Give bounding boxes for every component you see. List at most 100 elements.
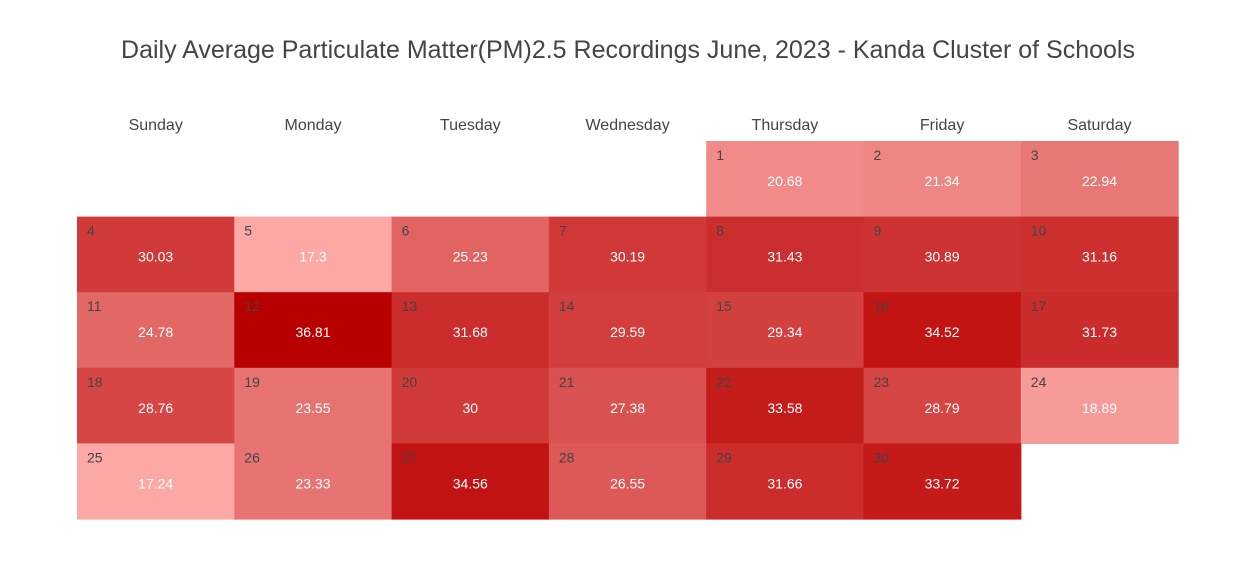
- cell-value-label: 23.33: [295, 475, 330, 491]
- day-number: 4: [87, 223, 95, 239]
- cell-value-label: 29.59: [610, 324, 645, 340]
- calendar-cell: 14 29.59: [548, 292, 707, 369]
- day-number: 22: [716, 374, 732, 390]
- day-number: 9: [874, 223, 882, 239]
- cell-rect: [863, 141, 1022, 218]
- cell-value-label: 22.94: [1082, 173, 1117, 189]
- cell-rect: [706, 292, 865, 369]
- day-number: 28: [559, 449, 575, 465]
- day-number: 24: [1031, 374, 1047, 390]
- cell-rect: [234, 443, 393, 520]
- cell-value-label: 33.72: [925, 475, 960, 491]
- cell-rect: [548, 367, 707, 444]
- cell-rect: [548, 292, 707, 369]
- cell-rect: [391, 367, 550, 444]
- day-number: 18: [87, 374, 103, 390]
- cell-value-label: 28.79: [925, 400, 960, 416]
- calendar-cell: 625.23: [391, 216, 550, 293]
- cell-value-label: 30.89: [925, 249, 960, 265]
- calendar-cells: 120.68221.34322.94430.03517.3625.23730.1…: [77, 141, 1179, 520]
- cell-rect: [863, 367, 1022, 444]
- calendar-cell: 19 23.55: [234, 367, 393, 444]
- day-number: 17: [1031, 298, 1047, 314]
- cell-rect: [77, 216, 235, 293]
- weekday-header-sunday: Sunday: [129, 117, 183, 134]
- calendar-cell: 730.19: [548, 216, 707, 293]
- cell-value-label: 20.68: [767, 173, 802, 189]
- cell-rect: [548, 443, 707, 520]
- weekday-headers: Sunday Monday Tuesday Wednesday Thursday Frid…: [129, 117, 1132, 134]
- cell-value-label: 30.19: [610, 249, 645, 265]
- cell-value-label: 34.52: [925, 324, 960, 340]
- calendar-cell: 120.68: [706, 141, 865, 218]
- cell-value-label: 31.68: [453, 324, 488, 340]
- cell-value-label: 24.78: [138, 324, 173, 340]
- calendar-cell: 28 26.55: [548, 443, 707, 520]
- calendar-cell: 10 31.16: [1020, 216, 1179, 293]
- cell-value-label: 29.34: [767, 324, 802, 340]
- day-number: 14: [559, 298, 575, 314]
- cell-value-label: 36.81: [295, 324, 330, 340]
- cell-value-label: 30.03: [138, 249, 173, 265]
- cell-value-label: 31.73: [1082, 324, 1117, 340]
- cell-rect: [391, 443, 550, 520]
- day-number: 6: [402, 223, 410, 239]
- chart-title: Daily Average Particulate Matter(PM)2.5 …: [121, 36, 1135, 64]
- cell-rect: [1020, 367, 1179, 444]
- cell-rect: [863, 443, 1022, 520]
- cell-value-label: 31.66: [767, 475, 802, 491]
- calendar-cell: 16 34.52: [863, 292, 1022, 369]
- cell-value-label: 33.58: [767, 400, 802, 416]
- day-number: 11: [87, 298, 102, 314]
- cell-value-label: 30: [463, 400, 479, 416]
- day-number: 2: [874, 147, 882, 163]
- cell-rect: [77, 443, 235, 520]
- cell-rect: [234, 292, 393, 369]
- cell-rect: [77, 367, 235, 444]
- weekday-header-thursday: Thursday: [752, 117, 819, 134]
- calendar-cell: 221.34: [863, 141, 1022, 218]
- cell-rect: [391, 292, 550, 369]
- cell-rect: [863, 216, 1022, 293]
- calendar-cell: 21 27.38: [548, 367, 707, 444]
- cell-rect: [863, 292, 1022, 369]
- cell-rect: [1020, 292, 1179, 369]
- day-number: 20: [402, 374, 418, 390]
- cell-rect: [391, 216, 550, 293]
- calendar-cell: 25 17.24: [77, 443, 235, 520]
- cell-value-label: 28.76: [138, 400, 173, 416]
- cell-value-label: 17.3: [299, 249, 326, 265]
- cell-value-label: 31.16: [1082, 249, 1117, 265]
- weekday-header-friday: Friday: [920, 117, 964, 134]
- cell-value-label: 26.55: [610, 475, 645, 491]
- weekday-header-tuesday: Tuesday: [440, 117, 501, 134]
- calendar-cell: 930.89: [863, 216, 1022, 293]
- day-number: 26: [244, 449, 260, 465]
- calendar-cell: 322.94: [1020, 141, 1179, 218]
- calendar-cell: 18 28.76: [77, 367, 235, 444]
- cell-rect: [706, 141, 865, 218]
- calendar-cell: 831.43: [706, 216, 865, 293]
- calendar-cell: 11 24.78: [77, 292, 235, 369]
- cell-rect: [706, 443, 865, 520]
- cell-value-label: 34.56: [453, 475, 488, 491]
- cell-value-label: 25.23: [453, 249, 488, 265]
- calendar-cell: 27 34.56: [391, 443, 550, 520]
- cell-value-label: 21.34: [925, 173, 960, 189]
- cell-rect: [77, 292, 235, 369]
- day-number: 3: [1031, 147, 1039, 163]
- calendar-cell: 22 33.58: [706, 367, 865, 444]
- calendar-cell: 12 36.81: [234, 292, 393, 369]
- day-number: 27: [402, 449, 418, 465]
- calendar-cell: 23 28.79: [863, 367, 1022, 444]
- cell-value-label: 18.89: [1082, 400, 1117, 416]
- cell-rect: [1020, 216, 1179, 293]
- day-number: 15: [716, 298, 732, 314]
- day-number: 23: [874, 374, 890, 390]
- calendar-cell: 29 31.66: [706, 443, 865, 520]
- day-number: 19: [244, 374, 260, 390]
- cell-rect: [1020, 141, 1179, 218]
- cell-value-label: 17.24: [138, 475, 173, 491]
